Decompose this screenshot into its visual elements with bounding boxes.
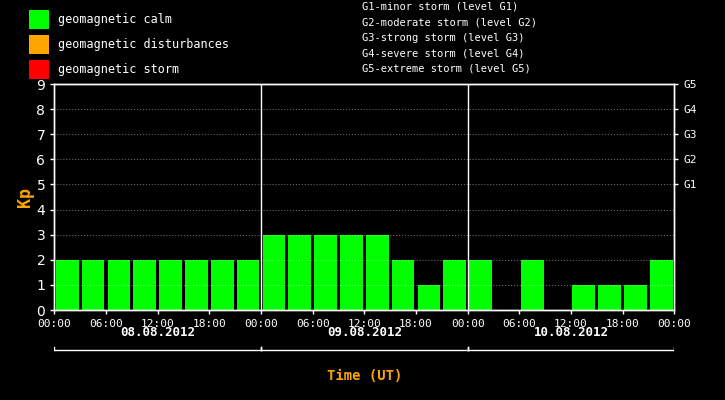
Text: G4-severe storm (level G4): G4-severe storm (level G4): [362, 48, 525, 58]
Text: G5-extreme storm (level G5): G5-extreme storm (level G5): [362, 64, 531, 74]
Bar: [107, 260, 130, 310]
Bar: [211, 260, 233, 310]
Bar: [624, 285, 647, 310]
Y-axis label: Kp: Kp: [16, 187, 33, 207]
Bar: [29, 35, 49, 54]
Text: G3-strong storm (level G3): G3-strong storm (level G3): [362, 33, 525, 43]
Bar: [262, 235, 285, 310]
Bar: [160, 260, 182, 310]
Bar: [237, 260, 260, 310]
Bar: [29, 60, 49, 79]
Bar: [598, 285, 621, 310]
Text: 09.08.2012: 09.08.2012: [327, 326, 402, 338]
Bar: [392, 260, 415, 310]
Text: geomagnetic storm: geomagnetic storm: [58, 63, 179, 76]
Bar: [366, 235, 389, 310]
Text: geomagnetic disturbances: geomagnetic disturbances: [58, 38, 229, 51]
Bar: [289, 235, 311, 310]
Text: 08.08.2012: 08.08.2012: [120, 326, 195, 338]
Text: Time (UT): Time (UT): [327, 369, 402, 383]
Bar: [133, 260, 156, 310]
Text: G1-minor storm (level G1): G1-minor storm (level G1): [362, 2, 519, 12]
Bar: [314, 235, 337, 310]
Bar: [56, 260, 78, 310]
Text: geomagnetic calm: geomagnetic calm: [58, 13, 172, 26]
Bar: [469, 260, 492, 310]
Bar: [650, 260, 673, 310]
Bar: [340, 235, 362, 310]
Bar: [185, 260, 208, 310]
Text: G2-moderate storm (level G2): G2-moderate storm (level G2): [362, 17, 537, 27]
Bar: [573, 285, 595, 310]
Text: 10.08.2012: 10.08.2012: [534, 326, 608, 338]
Bar: [444, 260, 466, 310]
Bar: [29, 10, 49, 28]
Bar: [82, 260, 104, 310]
Bar: [521, 260, 544, 310]
Bar: [418, 285, 440, 310]
